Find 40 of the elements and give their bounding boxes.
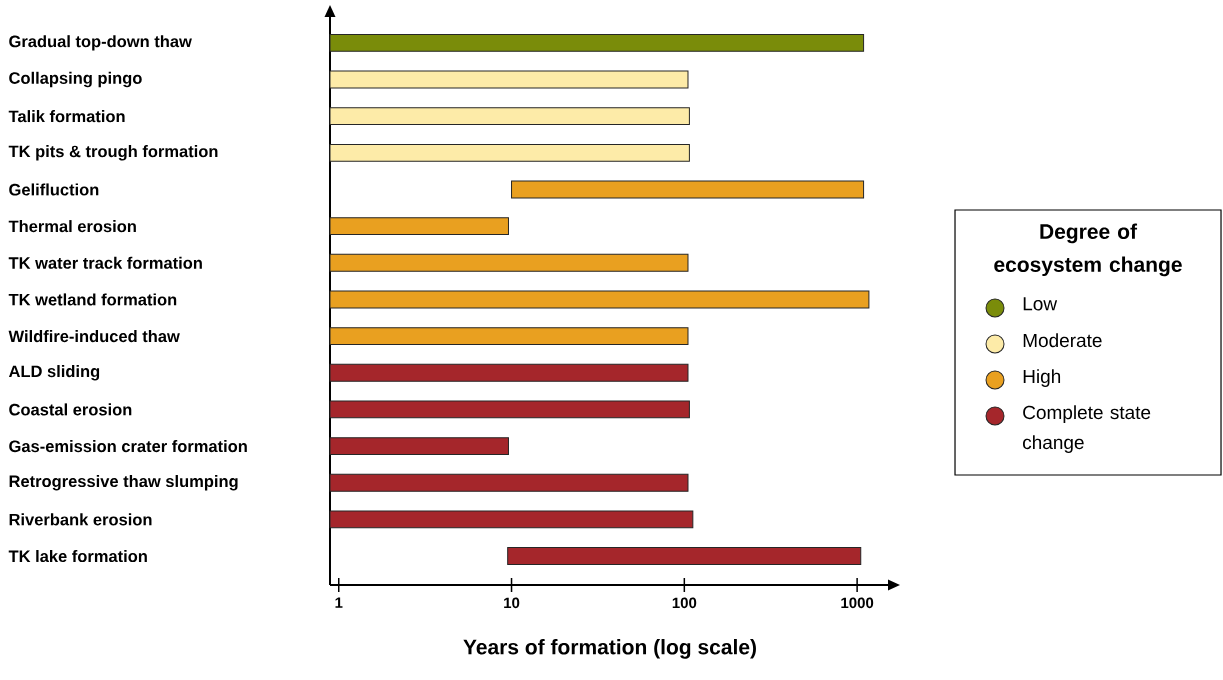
legend-label: Moderate bbox=[1023, 333, 1102, 348]
legend-title: Degree of ecosystem change bbox=[994, 223, 1182, 277]
y-tick-label: Gas-emission crater formation bbox=[9, 440, 247, 453]
x-axis-title: Years of formation (log scale) bbox=[463, 639, 756, 659]
bar bbox=[329, 70, 689, 89]
bar bbox=[511, 180, 865, 199]
bar bbox=[329, 327, 689, 346]
y-tick-label: Gradual top-down thaw bbox=[9, 35, 192, 51]
y-tick-label: TK wetland formation bbox=[8, 293, 177, 306]
bar bbox=[329, 107, 690, 126]
y-tick-label: TK water track formation bbox=[8, 256, 202, 269]
bar bbox=[329, 33, 865, 52]
bar bbox=[507, 547, 862, 565]
bar bbox=[329, 510, 694, 529]
x-tick-label: 100 bbox=[672, 597, 697, 609]
bar bbox=[329, 253, 689, 272]
y-tick-label: Retrogressive thaw slumping bbox=[9, 475, 238, 491]
y-tick-label: TK pits & trough formation bbox=[8, 145, 218, 161]
bar bbox=[329, 217, 509, 236]
bar bbox=[329, 400, 690, 419]
bar bbox=[329, 437, 509, 455]
bar bbox=[329, 363, 689, 382]
legend-label: Complete state change bbox=[1023, 405, 1151, 453]
y-tick-label: Collapsing pingo bbox=[9, 71, 142, 88]
y-tick-label: Thermal erosion bbox=[8, 220, 136, 233]
y-tick-label: Coastal erosion bbox=[9, 403, 132, 416]
y-tick-label: Gelifluction bbox=[9, 183, 99, 196]
x-tick-label: 1000 bbox=[841, 597, 874, 609]
x-tick-label: 1 bbox=[335, 597, 343, 608]
y-tick-label: TK lake formation bbox=[8, 549, 147, 563]
y-tick-label: Riverbank erosion bbox=[9, 513, 152, 526]
legend-label: Low bbox=[1023, 297, 1058, 311]
y-tick-label: Wildfire-induced thaw bbox=[8, 330, 180, 343]
x-tick-label: 10 bbox=[504, 597, 520, 609]
bar bbox=[329, 473, 689, 492]
bar bbox=[329, 290, 870, 309]
bar bbox=[329, 143, 690, 162]
y-tick-label: Talik formation bbox=[8, 110, 125, 123]
legend-label: High bbox=[1023, 369, 1061, 387]
y-tick-label: ALD sliding bbox=[8, 365, 100, 381]
